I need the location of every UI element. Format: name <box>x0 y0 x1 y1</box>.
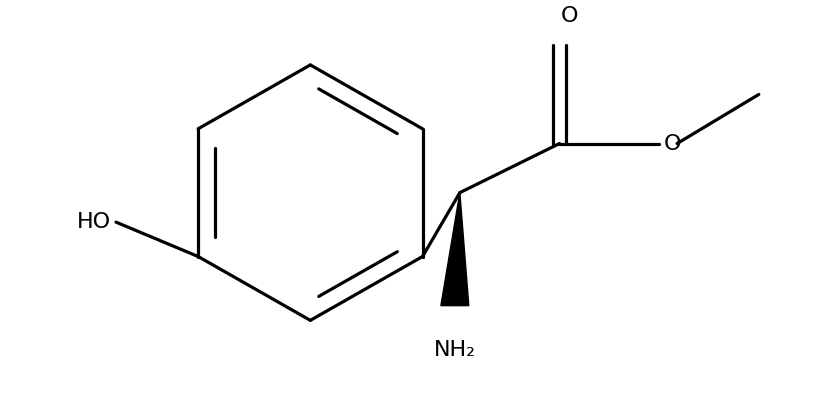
Text: O: O <box>561 5 578 26</box>
Text: NH₂: NH₂ <box>434 340 476 360</box>
Text: O: O <box>664 134 681 154</box>
Text: HO: HO <box>77 212 111 232</box>
Polygon shape <box>441 193 469 306</box>
